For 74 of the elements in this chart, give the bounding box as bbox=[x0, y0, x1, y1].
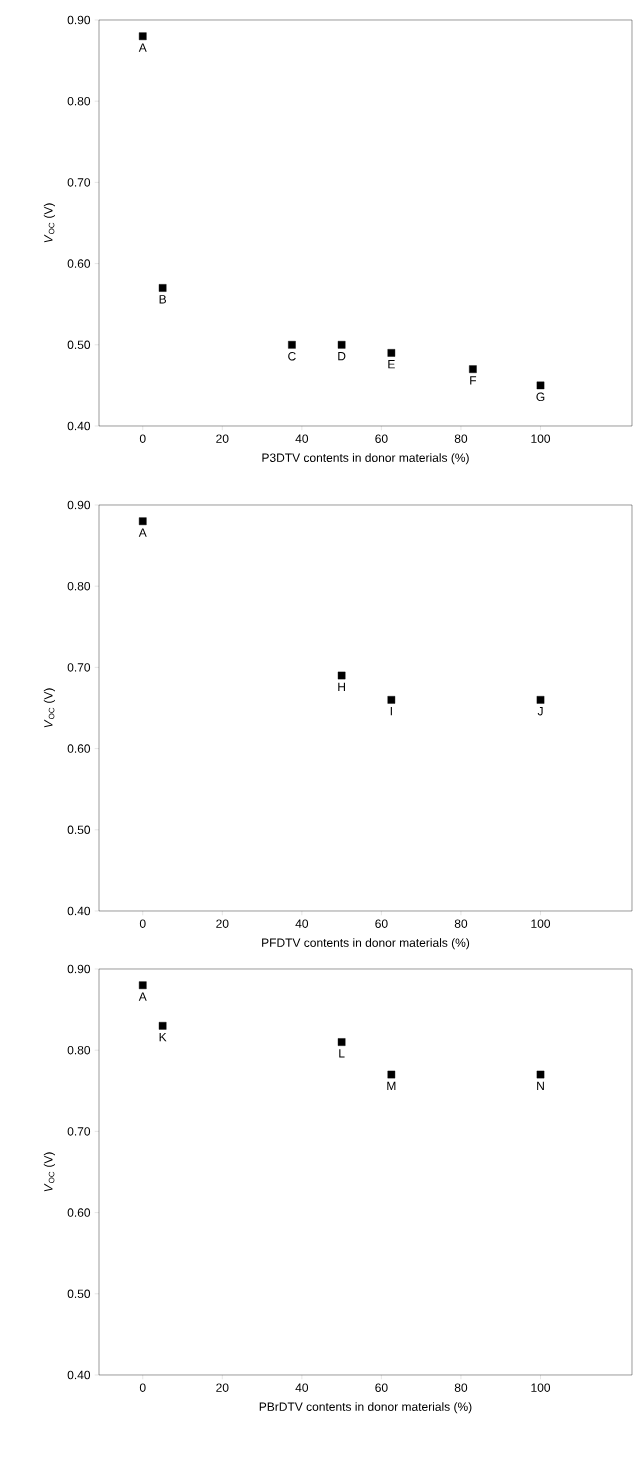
y-tick-label: 0.70 bbox=[67, 178, 91, 187]
point bbox=[138, 981, 147, 990]
y-axis-title: V$_{OC}$ (V) bbox=[43, 203, 55, 243]
y-tick-label: 0.90 bbox=[67, 500, 91, 510]
point bbox=[138, 32, 147, 41]
y-tick-label: 0.80 bbox=[67, 581, 91, 591]
annotation: F bbox=[470, 376, 477, 385]
x-tick-label: 80 bbox=[454, 1383, 468, 1392]
x-tick-label: 20 bbox=[216, 434, 229, 443]
point bbox=[337, 671, 346, 680]
x-tick-label: 60 bbox=[375, 1383, 388, 1392]
x-tick-label: 100 bbox=[531, 919, 551, 928]
annotation: A bbox=[138, 43, 147, 52]
x-axis-title: PFDTV contents in donor materials (%) bbox=[262, 938, 470, 950]
y-tick-label: 0.90 bbox=[67, 15, 91, 25]
annotation: B bbox=[159, 295, 167, 304]
y-tick-label: 0.70 bbox=[67, 1127, 91, 1136]
y-tick-label: 0.90 bbox=[67, 964, 91, 974]
annotation: K bbox=[159, 1033, 167, 1042]
annotation: D bbox=[338, 352, 346, 361]
y-tick-label: 0.50 bbox=[67, 825, 91, 835]
x-tick-label: 20 bbox=[216, 1383, 229, 1392]
annotation: N bbox=[537, 1081, 544, 1090]
x-tick-label: 100 bbox=[531, 434, 551, 443]
x-tick-label: 0 bbox=[139, 434, 146, 443]
annotation: H bbox=[338, 682, 345, 691]
x-tick-label: 100 bbox=[531, 1383, 551, 1392]
point bbox=[387, 1070, 396, 1079]
y-tick-label: 0.60 bbox=[67, 744, 91, 753]
x-tick-label: 80 bbox=[454, 434, 468, 443]
x-tick-label: 20 bbox=[216, 919, 229, 928]
point bbox=[536, 1070, 545, 1079]
point bbox=[469, 365, 477, 373]
annotation: G bbox=[536, 392, 545, 402]
point bbox=[288, 340, 296, 349]
annotation: E bbox=[388, 360, 395, 369]
x-tick-label: 40 bbox=[295, 1383, 309, 1392]
annotation: M bbox=[387, 1081, 396, 1090]
point bbox=[387, 349, 396, 357]
y-tick-label: 0.40 bbox=[67, 906, 91, 916]
x-tick-label: 40 bbox=[295, 919, 309, 928]
x-tick-label: 60 bbox=[375, 919, 388, 928]
x-axis-title: P3DTV contents in donor materials (%) bbox=[262, 453, 469, 465]
y-tick-label: 0.50 bbox=[67, 1289, 91, 1299]
point bbox=[536, 381, 545, 390]
point bbox=[337, 340, 346, 349]
annotation: A bbox=[138, 528, 147, 537]
x-axis-title: PBrDTV contents in donor materials (%) bbox=[259, 1402, 472, 1414]
y-tick-label: 0.40 bbox=[67, 421, 91, 431]
annotation: J bbox=[537, 707, 543, 716]
x-tick-label: 0 bbox=[139, 1383, 146, 1392]
x-tick-label: 60 bbox=[375, 434, 388, 443]
point bbox=[337, 1038, 346, 1046]
point bbox=[138, 517, 147, 526]
annotation: I bbox=[390, 707, 392, 716]
annotation: C bbox=[288, 352, 296, 361]
y-tick-label: 0.60 bbox=[67, 1208, 91, 1217]
annotation: A bbox=[138, 992, 147, 1001]
y-axis-title: V$_{OC}$ (V) bbox=[43, 1152, 55, 1192]
annotation: L bbox=[339, 1049, 345, 1058]
point bbox=[387, 696, 396, 704]
y-tick-label: 0.60 bbox=[67, 259, 91, 268]
x-tick-label: 0 bbox=[139, 919, 146, 928]
y-tick-label: 0.70 bbox=[67, 663, 91, 672]
y-tick-label: 0.40 bbox=[67, 1370, 91, 1380]
y-tick-label: 0.50 bbox=[67, 340, 91, 350]
point bbox=[158, 284, 167, 292]
x-tick-label: 40 bbox=[295, 434, 309, 443]
y-tick-label: 0.80 bbox=[67, 96, 91, 106]
x-tick-label: 80 bbox=[454, 919, 468, 928]
point bbox=[536, 696, 545, 704]
point bbox=[158, 1022, 167, 1030]
y-axis-title: V$_{OC}$ (V) bbox=[43, 688, 55, 728]
y-tick-label: 0.80 bbox=[67, 1045, 91, 1055]
